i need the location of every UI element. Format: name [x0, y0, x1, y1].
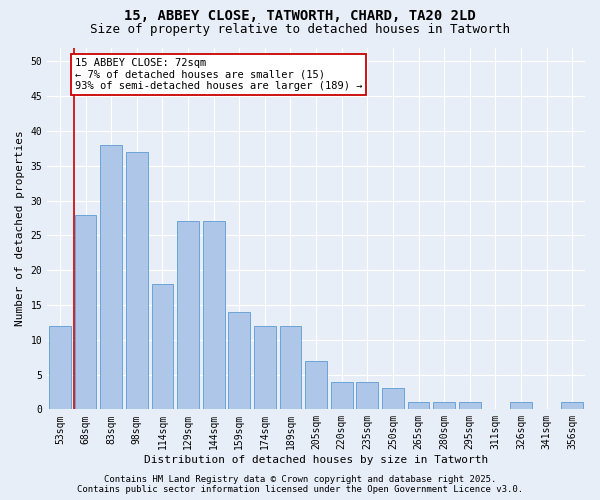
Bar [459, 402, 481, 409]
Bar [331, 382, 353, 409]
Bar [229, 312, 250, 410]
Bar [126, 152, 148, 409]
Text: 15, ABBEY CLOSE, TATWORTH, CHARD, TA20 2LD: 15, ABBEY CLOSE, TATWORTH, CHARD, TA20 2… [124, 9, 476, 23]
Bar [152, 284, 173, 410]
Bar [74, 214, 97, 410]
Bar [254, 326, 276, 409]
Bar [305, 360, 327, 410]
Text: Contains HM Land Registry data © Crown copyright and database right 2025.
Contai: Contains HM Land Registry data © Crown c… [77, 474, 523, 494]
Bar [433, 402, 455, 409]
X-axis label: Distribution of detached houses by size in Tatworth: Distribution of detached houses by size … [144, 455, 488, 465]
Bar [562, 402, 583, 409]
Bar [49, 326, 71, 409]
Bar [100, 145, 122, 409]
Y-axis label: Number of detached properties: Number of detached properties [15, 130, 25, 326]
Text: 15 ABBEY CLOSE: 72sqm
← 7% of detached houses are smaller (15)
93% of semi-detac: 15 ABBEY CLOSE: 72sqm ← 7% of detached h… [75, 58, 362, 91]
Bar [510, 402, 532, 409]
Bar [280, 326, 301, 409]
Bar [356, 382, 378, 409]
Bar [407, 402, 430, 409]
Text: Size of property relative to detached houses in Tatworth: Size of property relative to detached ho… [90, 22, 510, 36]
Bar [177, 222, 199, 410]
Bar [203, 222, 224, 410]
Bar [382, 388, 404, 409]
